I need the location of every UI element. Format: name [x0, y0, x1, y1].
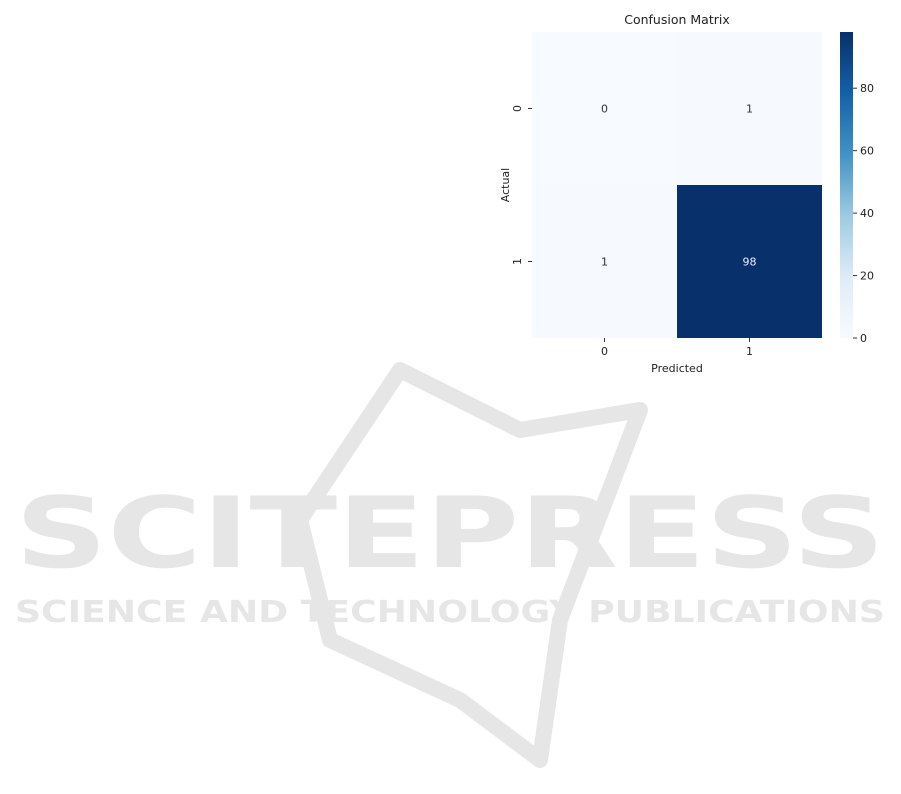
- cell-value-label: 1: [601, 256, 608, 269]
- x-tick-label: 1: [746, 345, 753, 358]
- colorbar-tick-label: 40: [860, 207, 874, 220]
- cell-value-label: 0: [601, 103, 608, 116]
- watermark-logo-text: SCITEPRESS: [15, 477, 885, 591]
- heatmap-cell: [532, 185, 677, 338]
- cell-value-label: 1: [746, 103, 753, 116]
- y-axis-label: Actual: [499, 168, 512, 202]
- colorbar-tick-label: 80: [860, 82, 874, 95]
- colorbar-tick-label: 0: [860, 332, 867, 345]
- y-tick-label: 0: [511, 105, 524, 112]
- heatmap-cell: [532, 32, 677, 185]
- scitepress-watermark: SCITEPRESS SCIENCE AND TECHNOLOGY PUBLIC…: [15, 362, 885, 768]
- cell-value-label: 98: [743, 256, 757, 269]
- confusion-matrix-chart: Confusion Matrix 0 1 1 98 0 1 0 1 Predicted Act…: [499, 12, 874, 375]
- x-axis-label: Predicted: [651, 362, 703, 375]
- colorbar-tick-label: 20: [860, 270, 874, 283]
- colorbar: [840, 32, 853, 338]
- heatmap-cell: [677, 32, 822, 185]
- y-tick-label: 1: [511, 258, 524, 265]
- watermark-logo-subtext: SCIENCE AND TECHNOLOGY PUBLICATIONS: [15, 595, 885, 630]
- book-logo-shape: [292, 362, 648, 768]
- chart-title: Confusion Matrix: [624, 12, 730, 27]
- colorbar-tick-label: 60: [860, 145, 874, 158]
- x-tick-label: 0: [601, 345, 608, 358]
- heatmap-cell: [677, 185, 822, 338]
